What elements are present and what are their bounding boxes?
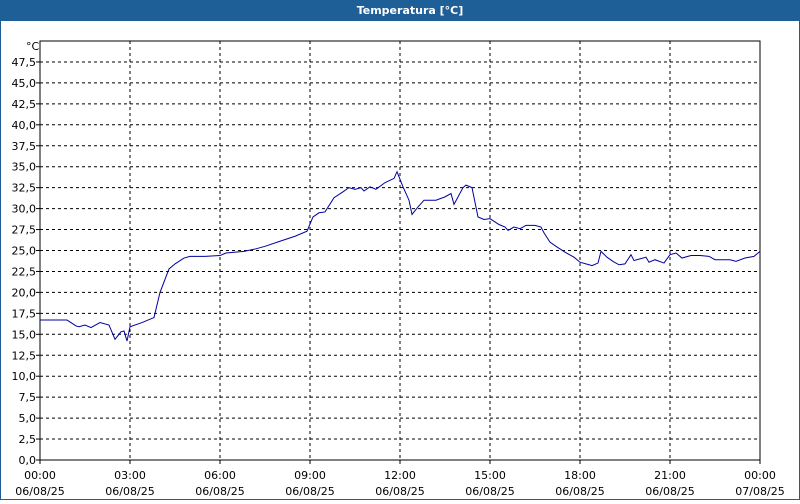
x-tick-date: 06/08/25: [285, 485, 334, 498]
x-tick-date: 06/08/25: [645, 485, 694, 498]
y-tick-label: 2,5: [19, 433, 37, 446]
x-tick-label: 06:00: [204, 469, 236, 482]
window-title: Temperatura [°C]: [357, 4, 464, 17]
y-tick-label: 37,5: [12, 140, 37, 153]
y-tick-label: 45,0: [12, 77, 37, 90]
y-tick-label: 30,0: [12, 203, 37, 216]
y-tick-label: 5,0: [19, 412, 37, 425]
x-tick-label: 00:00: [24, 469, 56, 482]
y-tick-label: 15,0: [12, 328, 37, 341]
y-tick-label: 40,0: [12, 119, 37, 132]
x-tick-label: 03:00: [114, 469, 146, 482]
x-tick-label: 00:00: [744, 469, 776, 482]
unit-label: °C: [26, 40, 40, 53]
title-bar: [0, 0, 800, 20]
x-tick-label: 18:00: [564, 469, 596, 482]
x-tick-date: 06/08/25: [465, 485, 514, 498]
y-tick-label: 17,5: [12, 307, 37, 320]
y-tick-label: 12,5: [12, 349, 37, 362]
y-tick-label: 35,0: [12, 161, 37, 174]
y-tick-label: 32,5: [12, 182, 37, 195]
y-tick-label: 42,5: [12, 98, 37, 111]
data-line: [40, 170, 761, 342]
x-tick-date: 06/08/25: [105, 485, 154, 498]
y-tick-label: 10,0: [12, 370, 37, 383]
y-tick-label: 47,5: [12, 56, 37, 69]
y-tick-label: 20,0: [12, 286, 37, 299]
y-tick-label: 25,0: [12, 245, 37, 258]
x-tick-date: 06/08/25: [15, 485, 64, 498]
x-tick-label: 21:00: [654, 469, 686, 482]
y-tick-label: 0,0: [19, 454, 37, 467]
plot-frame: [39, 40, 761, 461]
x-tick-date: 06/08/25: [555, 485, 604, 498]
x-tick-date: 06/08/25: [195, 485, 244, 498]
y-tick-label: 27,5: [12, 224, 37, 237]
x-tick-label: 12:00: [384, 469, 416, 482]
y-tick-label: 7,5: [19, 391, 37, 404]
x-tick-label: 15:00: [474, 469, 506, 482]
y-tick-label: 22,5: [12, 265, 37, 278]
x-tick-date: 07/08/25: [735, 485, 784, 498]
x-tick-date: 06/08/25: [375, 485, 424, 498]
x-tick-label: 09:00: [294, 469, 326, 482]
